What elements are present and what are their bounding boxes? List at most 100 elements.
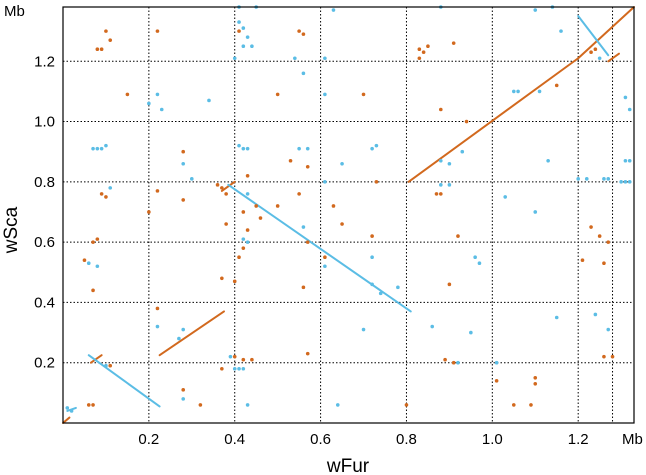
orange-alignment-point [434,192,439,196]
blue-alignment-point [606,177,611,181]
orange-alignment-point [95,47,100,52]
blue-alignment-point [439,183,443,187]
blue-alignment-point [439,158,443,163]
orange-alignment-point [104,195,108,199]
blue-alignment-point [546,158,550,163]
blue-alignment-point [447,161,452,166]
y-tick-label: 0.2 [34,355,55,372]
orange-alignment-point [91,403,95,407]
orange-alignment-point [297,29,301,33]
blue-alignment-point [237,366,241,371]
blue-alignment-point [104,363,108,368]
x-tick-label: 0.4 [224,431,245,448]
orange-alignment-point [241,210,246,214]
blue-alignment-point [473,255,477,260]
alignment-segments [62,6,635,424]
orange-alignment-point [533,382,538,386]
blue-alignment-point [597,56,602,61]
blue-alignment-point [86,261,91,266]
blue-alignment-point [361,327,366,332]
blue-alignment-point [155,92,160,97]
blue-alignment-point [189,177,194,181]
blue-alignment-point [378,291,383,296]
blue-alignment-point [245,403,250,407]
y-tick-label: 0.8 [34,174,55,191]
orange-alignment-point [421,50,426,55]
blue-alignment-point [245,35,250,39]
blue-alignment-point [297,146,301,151]
blue-alignment-point [627,180,632,184]
blue-alignment-point [469,330,473,335]
orange-alignment-point [451,41,456,45]
orange-alignment-segment [607,52,620,63]
orange-alignment-point [237,29,241,33]
orange-alignment-point [241,357,246,362]
orange-alignment-point [439,192,443,196]
orange-alignment-point [104,29,108,33]
blue-alignment-point [370,146,374,151]
blue-alignment-point [250,44,254,48]
orange-alignment-segment [62,416,71,424]
blue-alignment-point [245,192,250,196]
orange-alignment-point [181,198,186,202]
blue-alignment-point [181,161,186,166]
orange-alignment-point [602,354,606,359]
blue-alignment-point [374,143,379,148]
orange-alignment-point [606,240,611,244]
orange-alignment-point [439,107,443,112]
blue-alignment-point [232,366,237,371]
blue-alignment-point [323,92,327,97]
blue-alignment-point [627,158,632,163]
blue-alignment-point [477,261,482,266]
orange-alignment-point [125,92,130,97]
orange-alignment-point [511,403,516,407]
blue-alignment-point [623,158,628,163]
blue-alignment-point [181,397,186,401]
orange-alignment-point [589,225,593,229]
orange-alignment-point [529,403,533,407]
blue-alignment-point [494,360,499,365]
orange-alignment-point [305,240,310,244]
orange-alignment-point [155,306,160,311]
y-tick-labels: 0.2 0.4 0.6 0.8 1.0 1.2 [34,53,55,371]
orange-alignment-point [443,357,447,362]
x-tick-label: 1.0 [482,431,503,448]
orange-alignment-point [426,44,430,48]
blue-alignment-point [511,89,516,94]
blue-alignment-point [323,56,327,61]
orange-alignment-point [215,183,220,187]
blue-alignment-point [232,56,237,61]
blue-alignment-point [447,183,452,187]
orange-alignment-point [533,375,538,380]
blue-alignment-point [456,360,460,365]
blue-alignment-point [95,264,100,269]
blue-alignment-point [245,240,250,244]
orange-alignment-point [331,204,336,208]
orange-alignment-point [108,363,113,368]
alignment-points [65,5,632,413]
orange-alignment-point [589,50,593,55]
y-axis-label: wSca [1,206,22,254]
blue-alignment-point [237,20,241,24]
orange-alignment-point [593,47,598,52]
orange-alignment-point [361,92,366,97]
blue-alignment-point [554,315,559,320]
blue-alignment-point [241,366,246,371]
orange-alignment-point [597,234,602,238]
orange-alignment-point [224,192,228,196]
orange-alignment-point [147,210,151,214]
blue-alignment-point [207,98,211,103]
orange-alignment-point [297,192,301,196]
orange-alignment-point [232,354,237,359]
blue-alignment-point [533,210,538,214]
blue-alignment-point [95,146,100,151]
orange-alignment-segment [220,180,236,192]
blue-alignment-point [301,71,306,76]
orange-alignment-point [258,216,263,220]
x-axis-label: wFur [326,456,370,475]
orange-alignment-point [447,282,452,287]
orange-alignment-point [237,255,241,260]
blue-alignment-point [627,107,632,112]
orange-alignment-point [417,47,422,52]
